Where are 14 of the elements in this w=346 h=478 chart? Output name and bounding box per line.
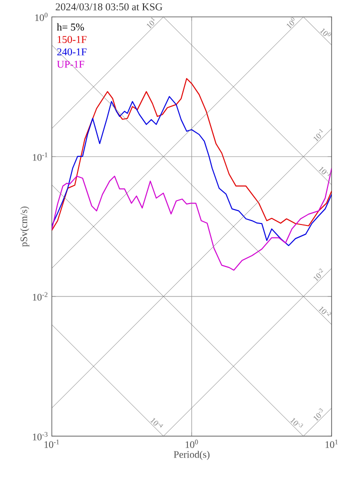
text: UP-1F	[57, 60, 84, 68]
y-tick-label: 10$^{0}$	[35, 12, 48, 22]
text: 150-1F	[58, 36, 87, 43]
x-tick-label: 10$^{0}$	[186, 440, 198, 448]
y-tick-label: 10$^{-1}$	[33, 152, 48, 161]
chart-title: 2024/03/18 03:50 at KSG	[56, 3, 163, 10]
x-tick-label: 10$^{-1}$	[44, 440, 60, 448]
x-axis-title: Period(s)	[174, 450, 210, 460]
x-tick-label: 10$^{1}$	[326, 440, 338, 448]
y-tick-label: 10$^{-2}$	[33, 292, 48, 301]
y-tick-label: 10$^{-3}$	[33, 432, 48, 440]
text: 240-1F	[57, 48, 87, 56]
annotation: h= 5%	[57, 23, 84, 31]
y-axis-title: pSv(cm/s)	[20, 206, 30, 247]
